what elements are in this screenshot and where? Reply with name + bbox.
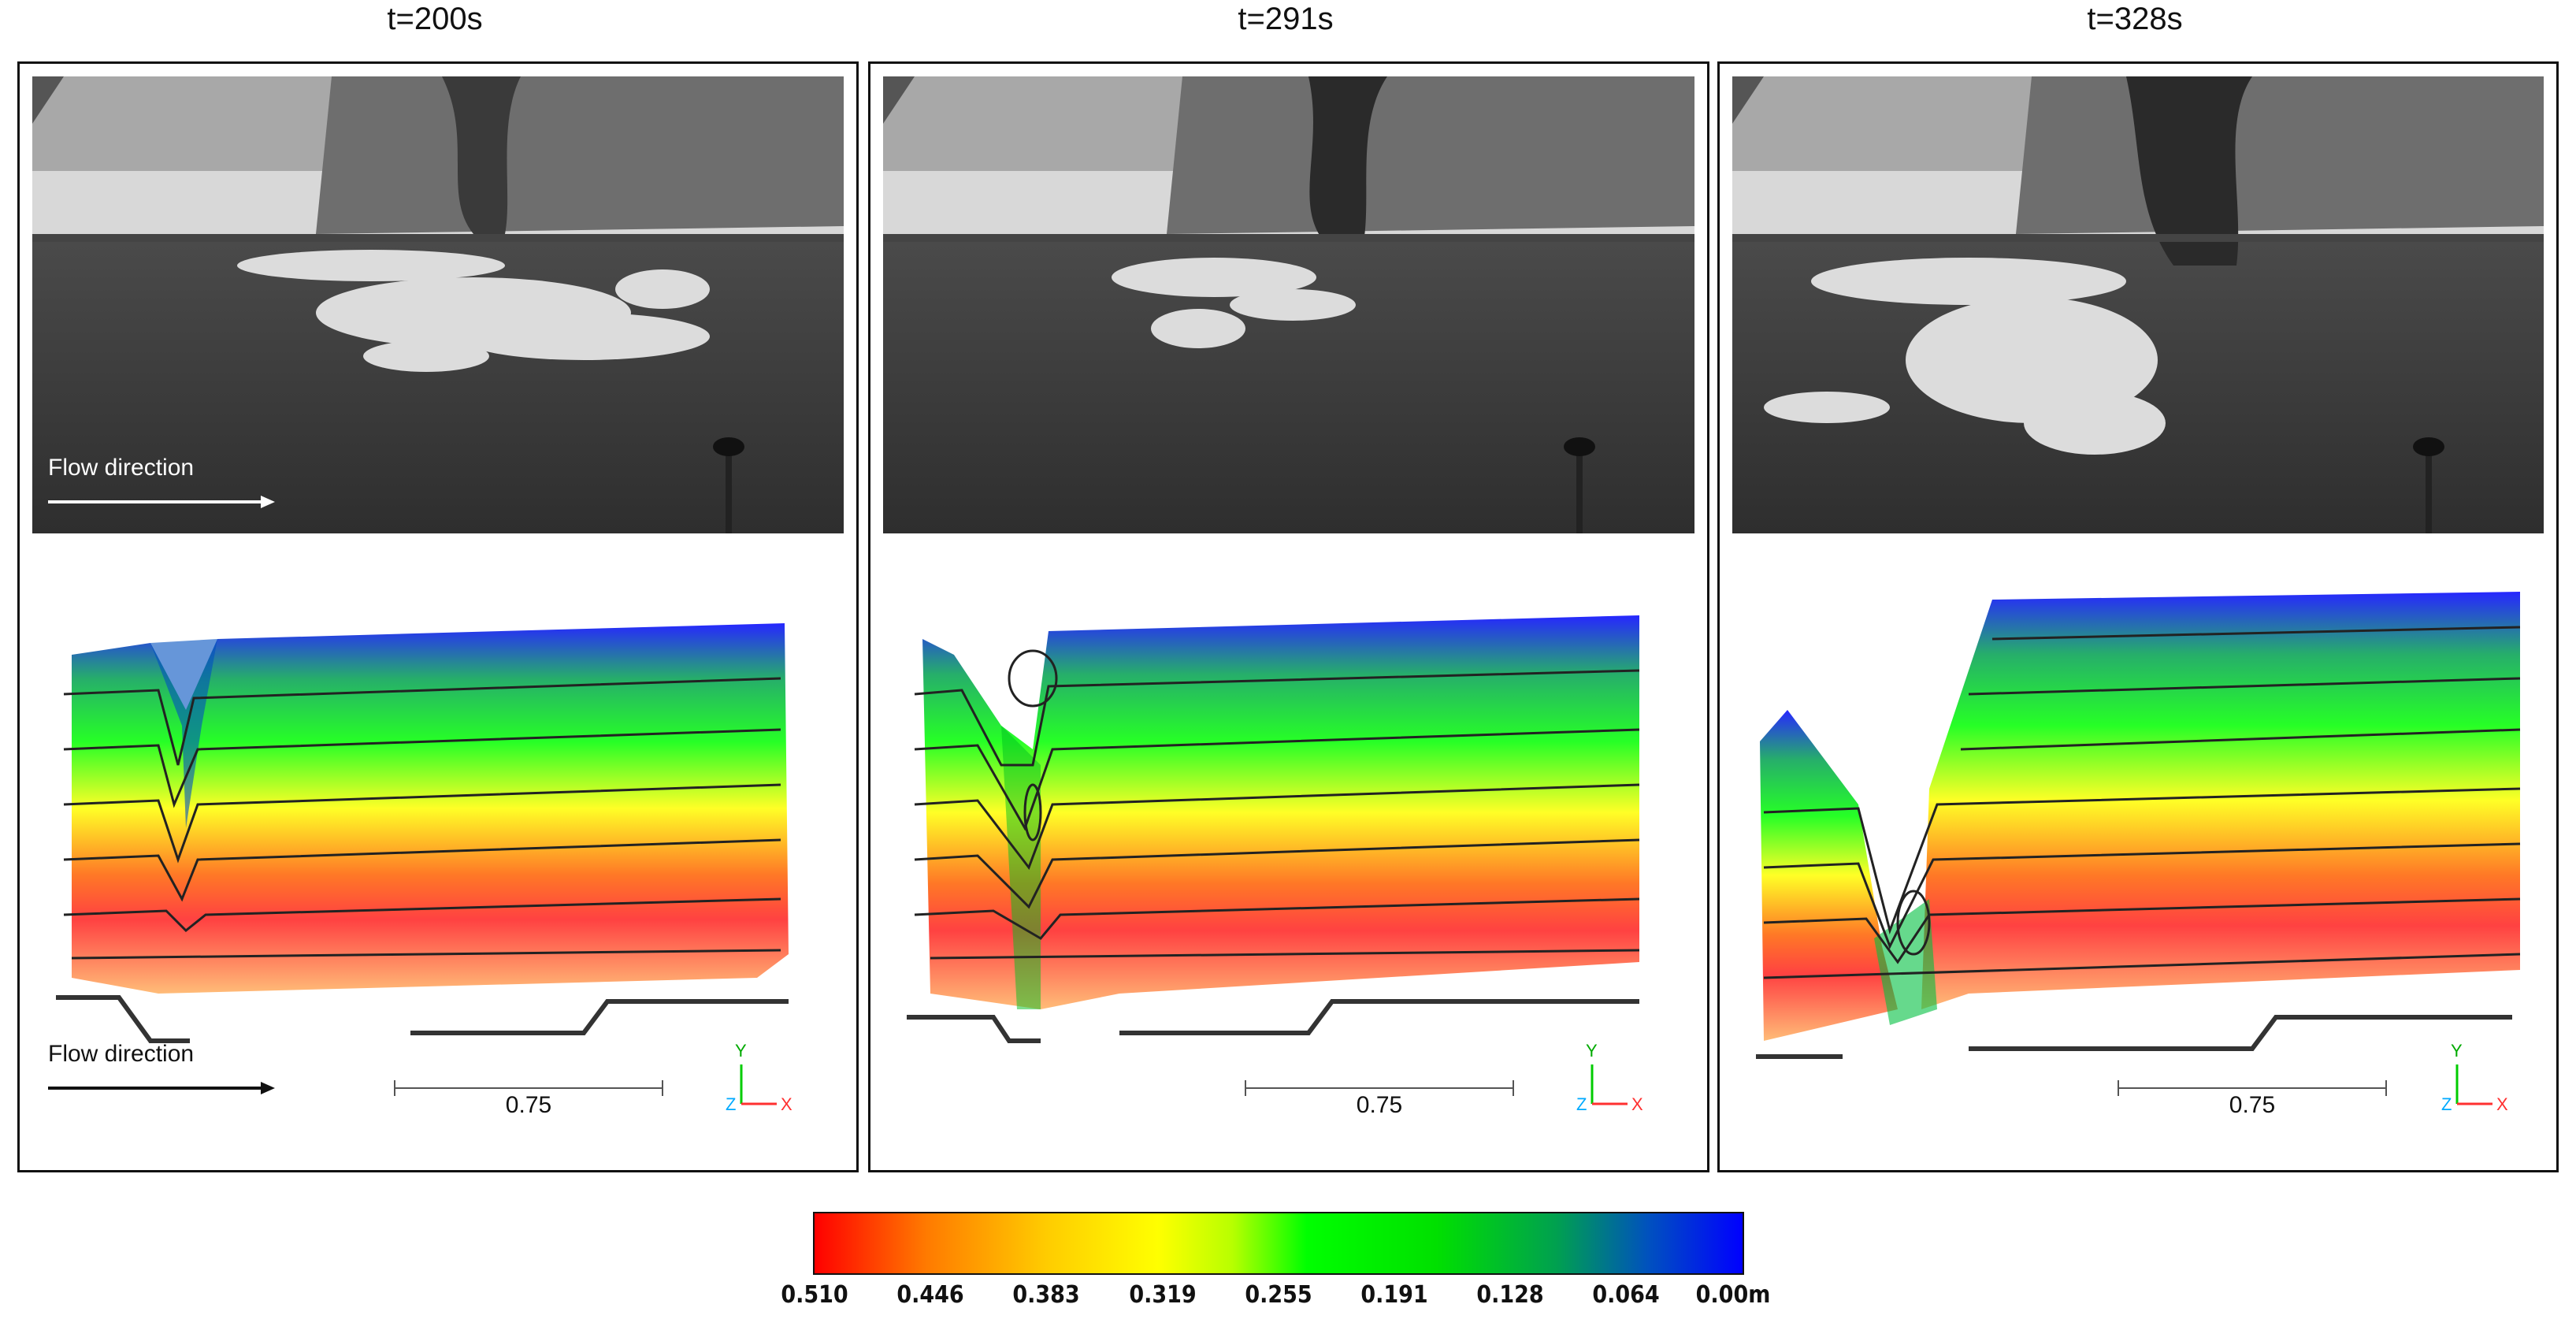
point-cloud-2: 0.75 Y X Z [883,568,1694,1120]
flow-direction-label-photo: Flow direction [48,455,195,481]
point-cloud-3: 0.75 Y X Z [1732,568,2544,1120]
panel-t200: Flow direction [17,61,859,1172]
flow-direction-label-cloud: Flow direction [48,1041,195,1067]
colorbar-tick-2: 0.383 [1012,1281,1080,1309]
y-axis-label-3: Y [2451,1041,2463,1061]
panel-title-2: t=291s [1238,2,1334,36]
colorbar-tick-3: 0.319 [1129,1281,1197,1309]
depth-colorbar [813,1212,1744,1278]
panel-title-1: t=200s [387,2,483,36]
z-axis-label-1: Z [726,1094,737,1114]
x-axis-label-3: X [2496,1094,2508,1114]
colorbar-tick-0: 0.510 [781,1281,848,1309]
y-axis-label-1: Y [735,1041,747,1061]
colorbar-tick-8: 0.00m [1695,1281,1771,1309]
colorbar-gradient [813,1212,1744,1275]
point-cloud-1: Flow direction 0.75 Y X Z [32,568,844,1120]
y-axis-label-2: Y [1586,1041,1598,1061]
colorbar-tick-4: 0.255 [1245,1281,1312,1309]
panel-t328: 0.75 Y X Z [1717,61,2559,1172]
experiment-photo-2 [883,76,1694,533]
scale-bar-label-1: 0.75 [505,1092,552,1118]
colorbar-tick-7: 0.064 [1592,1281,1660,1309]
z-axis-label-3: Z [2441,1094,2452,1114]
colorbar-tick-6: 0.128 [1476,1281,1544,1309]
scale-bar-label-3: 0.75 [2229,1092,2276,1118]
colorbar-tick-5: 0.191 [1360,1281,1428,1309]
panel-t291: 0.75 Y X Z [868,61,1709,1172]
x-axis-label-1: X [781,1094,792,1114]
scale-bar-label-2: 0.75 [1356,1092,1403,1118]
z-axis-label-2: Z [1576,1094,1587,1114]
panel-title-3: t=328s [2087,2,2183,36]
colorbar-tick-1: 0.446 [896,1281,964,1309]
x-axis-label-2: X [1631,1094,1643,1114]
experiment-photo-3 [1732,76,2544,533]
experiment-photo-1: Flow direction [32,76,844,533]
